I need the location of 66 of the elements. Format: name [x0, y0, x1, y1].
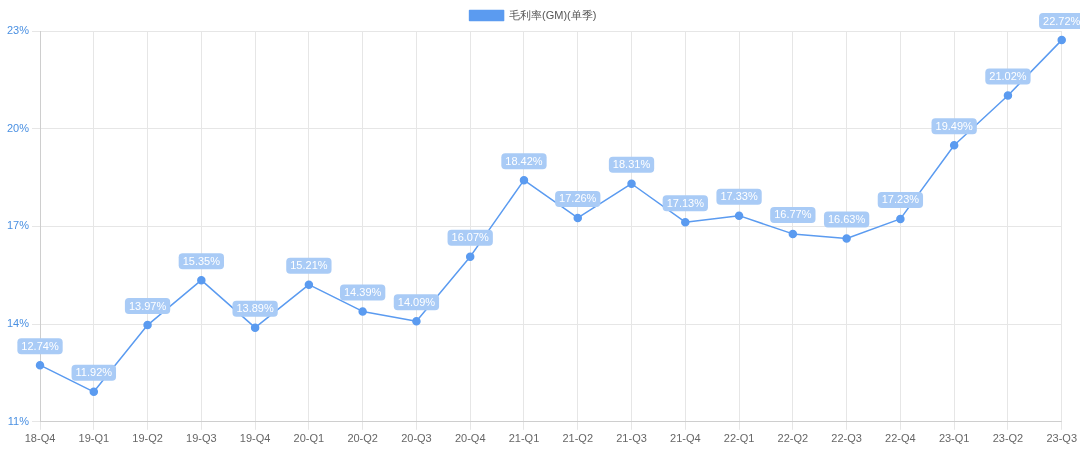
y-tick-label: 20% [6, 121, 30, 134]
data-label: 22.72% [1043, 14, 1080, 27]
x-tick-label: 22-Q4 [885, 432, 916, 445]
point [1057, 35, 1066, 45]
data-label: 12.74% [21, 339, 59, 352]
x-tick-label: 23-Q3 [1046, 432, 1077, 445]
x-tick-label: 22-Q3 [831, 432, 862, 445]
data-label: 11.92% [75, 366, 113, 379]
x-tick-label: 19-Q3 [186, 432, 217, 445]
data-label: 18.31% [612, 158, 651, 171]
data-label: 13.97% [128, 299, 167, 312]
data-label: 16.63% [827, 212, 866, 225]
x-tick-label: 22-Q1 [723, 432, 755, 445]
x-tick-label: 21-Q2 [562, 432, 594, 445]
legend-label: 毛利率(GM)(单季) [509, 8, 597, 21]
y-tick-label: 17% [6, 219, 30, 232]
data-label: 15.35% [182, 254, 221, 267]
x-tick-label: 22-Q2 [777, 432, 809, 445]
point [197, 275, 206, 285]
data-label: 15.21% [290, 259, 328, 272]
x-tick-label: 20-Q3 [401, 432, 432, 445]
point [412, 316, 421, 326]
data-label: 17.33% [720, 190, 758, 203]
x-tick-label: 21-Q3 [616, 432, 647, 445]
data-label: 16.07% [451, 231, 490, 244]
data-label: 21.02% [989, 70, 1027, 83]
data-label: 17.26% [559, 192, 597, 205]
y-tick-label: 14% [6, 317, 30, 330]
x-tick-label: 20-Q1 [293, 432, 325, 445]
data-label: 17.13% [666, 196, 705, 209]
x-tick-label: 20-Q4 [454, 432, 486, 445]
x-tick-label: 19-Q1 [78, 432, 110, 445]
point [519, 175, 529, 185]
data-label: 19.49% [935, 119, 974, 132]
point [949, 141, 959, 150]
data-label: 18.42% [505, 154, 543, 167]
x-tick-label: 20-Q2 [347, 432, 378, 445]
point [842, 234, 851, 243]
data-label: 14.09% [397, 295, 436, 308]
point [358, 307, 367, 316]
data-label: 16.77% [774, 208, 812, 221]
x-tick-label: 23-Q2 [992, 432, 1024, 445]
y-tick-label: 11% [7, 414, 30, 427]
point [627, 179, 636, 188]
point [35, 360, 45, 370]
point [573, 213, 582, 223]
data-label: 13.89% [236, 302, 274, 315]
point [89, 387, 99, 397]
point [143, 320, 152, 330]
point [1003, 91, 1013, 100]
x-tick-label: 19-Q2 [132, 432, 163, 445]
x-tick-label: 18-Q4 [24, 432, 56, 445]
y-tick-label: 23% [6, 24, 30, 37]
point [896, 214, 905, 224]
point [304, 280, 314, 289]
point [734, 211, 744, 220]
point [681, 217, 690, 227]
x-tick-label: 23-Q1 [938, 432, 970, 445]
point [788, 229, 798, 239]
data-label: 14.39% [344, 285, 382, 298]
x-tick-label: 21-Q4 [670, 432, 701, 445]
point [465, 252, 475, 261]
point [250, 323, 260, 332]
x-tick-label: 19-Q4 [239, 432, 271, 445]
x-tick-label: 21-Q1 [508, 432, 540, 445]
data-label: 17.23% [881, 193, 920, 206]
